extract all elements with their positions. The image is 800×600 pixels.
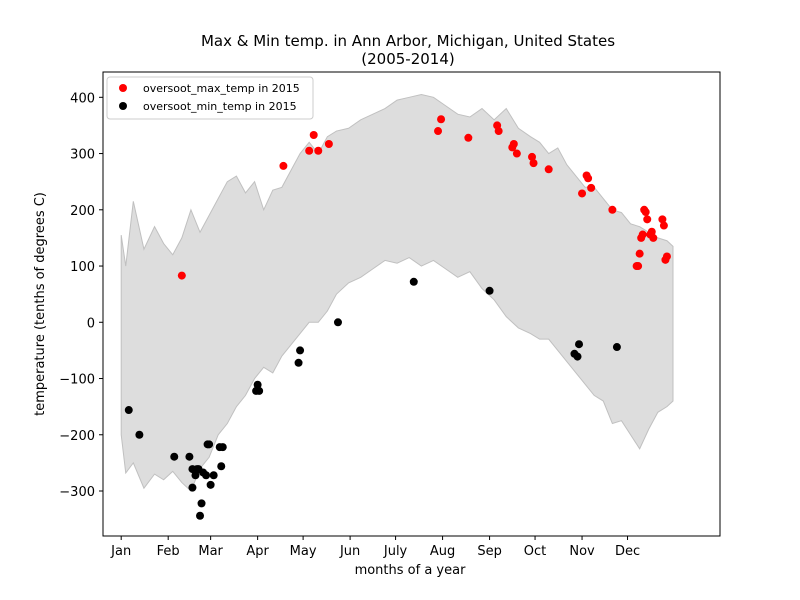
min-temp-point xyxy=(485,286,494,295)
min-temp-point xyxy=(135,430,144,439)
min-temp-point xyxy=(333,318,342,327)
max-temp-point xyxy=(464,133,473,142)
min-temp-point xyxy=(188,483,197,492)
max-temp-point xyxy=(584,174,593,183)
min-temp-point xyxy=(294,358,303,367)
max-temp-point xyxy=(509,139,518,148)
max-temp-point xyxy=(279,161,288,170)
min-temp-point xyxy=(409,277,418,286)
max-temp-point xyxy=(437,115,446,124)
x-tick-label: Jun xyxy=(339,544,360,559)
points-layer xyxy=(124,115,671,520)
max-temp-point xyxy=(177,271,186,280)
max-temp-point xyxy=(512,149,521,158)
x-tick-label: Jan xyxy=(110,544,131,559)
y-tick-label: −100 xyxy=(59,373,95,388)
min-temp-point xyxy=(573,352,582,361)
legend-label-min: oversoot_min_temp in 2015 xyxy=(143,100,297,113)
min-temp-point xyxy=(209,471,218,480)
x-axis: Jan Feb Mar Apr May Jun July Aug Sep Oct Nov Dec xyxy=(110,536,640,559)
y-tick-label: −200 xyxy=(59,429,95,444)
legend-marker-max xyxy=(119,84,127,92)
max-temp-point xyxy=(635,249,644,258)
x-tick-label: July xyxy=(383,544,408,559)
min-temp-point xyxy=(124,406,133,415)
max-temp-point xyxy=(643,215,652,224)
min-temp-point xyxy=(296,346,305,355)
max-temp-point xyxy=(608,205,617,214)
x-tick-label: Apr xyxy=(246,544,269,559)
min-temp-point xyxy=(170,452,179,461)
x-tick-label: Feb xyxy=(157,544,180,559)
legend-marker-min xyxy=(119,102,127,110)
max-temp-point xyxy=(494,127,503,136)
max-temp-point xyxy=(324,139,333,148)
max-temp-point xyxy=(634,262,643,271)
y-tick-label: 400 xyxy=(70,91,95,106)
max-temp-point xyxy=(529,159,538,168)
legend: oversoot_max_temp in 2015 oversoot_min_t… xyxy=(106,76,314,120)
max-temp-point xyxy=(647,227,656,236)
min-temp-point xyxy=(197,499,206,508)
y-tick-label: 100 xyxy=(70,260,95,275)
min-temp-point xyxy=(206,480,215,489)
max-temp-point xyxy=(658,215,667,224)
x-tick-label: May xyxy=(290,544,317,559)
max-temp-point xyxy=(662,252,671,261)
x-tick-label: Dec xyxy=(615,544,640,559)
legend-box xyxy=(106,76,314,120)
max-temp-point xyxy=(528,152,537,161)
max-temp-point xyxy=(638,230,647,239)
min-temp-point xyxy=(217,462,226,471)
min-temp-point xyxy=(191,471,200,480)
min-temp-point xyxy=(255,386,264,395)
x-axis-label: months of a year xyxy=(355,563,467,578)
min-temp-point xyxy=(575,340,584,349)
max-temp-point xyxy=(434,127,443,136)
min-temp-point xyxy=(202,471,211,480)
y-tick-label: 300 xyxy=(70,148,95,163)
x-tick-label: Oct xyxy=(524,544,546,559)
plot-area xyxy=(102,71,721,537)
max-temp-point xyxy=(649,233,658,242)
temperature-range-band xyxy=(120,93,674,492)
min-temp-point xyxy=(185,452,194,461)
plot-frame xyxy=(102,71,721,537)
max-temp-point xyxy=(544,165,553,174)
y-axis-label: temperature (tenths of degrees C) xyxy=(33,192,48,416)
max-temp-point xyxy=(309,130,318,139)
min-temp-point xyxy=(196,511,205,520)
max-temp-point xyxy=(305,146,314,155)
chart-title: Max & Min temp. in Ann Arbor, Michigan, … xyxy=(201,32,615,50)
y-tick-label: 200 xyxy=(70,204,95,219)
x-tick-label: Sep xyxy=(477,544,502,559)
y-tick-label: 0 xyxy=(87,316,95,331)
x-tick-label: Aug xyxy=(430,544,455,559)
max-temp-point xyxy=(659,221,668,230)
chart-subtitle: (2005-2014) xyxy=(361,50,454,68)
y-axis: −300 −200 −100 0 100 200 300 400 xyxy=(59,91,103,500)
min-temp-point xyxy=(218,443,227,452)
max-temp-point xyxy=(641,208,650,217)
x-tick-label: Nov xyxy=(569,544,595,559)
min-temp-point xyxy=(612,343,621,352)
min-temp-point xyxy=(205,440,214,449)
min-temp-point xyxy=(253,380,262,389)
x-tick-label: Mar xyxy=(198,544,223,559)
max-temp-point xyxy=(587,183,596,192)
max-temp-point xyxy=(578,189,587,198)
max-temp-point xyxy=(314,146,323,155)
y-tick-label: −300 xyxy=(59,485,95,500)
legend-label-max: oversoot_max_temp in 2015 xyxy=(143,82,300,95)
